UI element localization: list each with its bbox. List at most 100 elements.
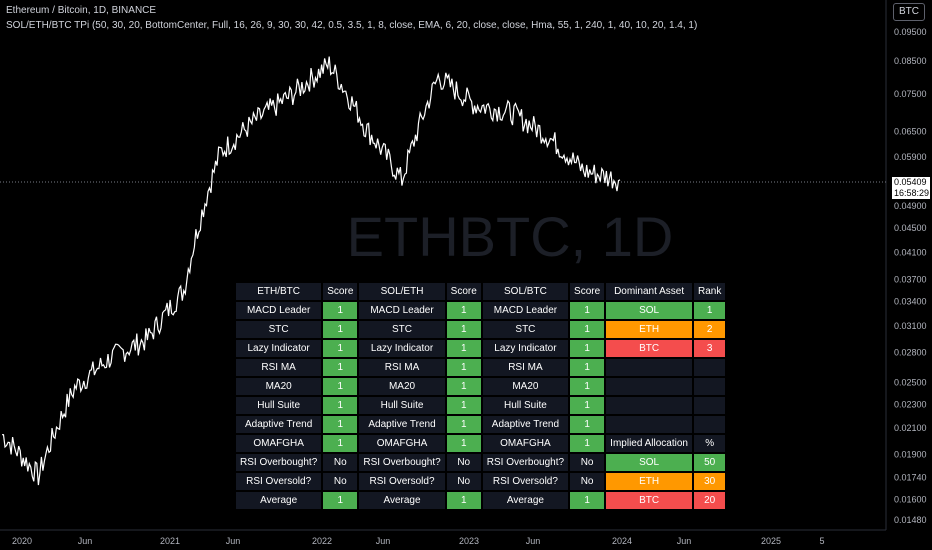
header-cell: SOL/BTC	[480, 281, 571, 302]
score-cell: 1	[444, 433, 483, 454]
rank-cell: 1	[691, 300, 728, 321]
score-cell: 1	[568, 357, 607, 378]
time-tick-label: Jun	[526, 536, 541, 546]
rank-cell	[691, 414, 728, 435]
rank-cell	[691, 395, 728, 416]
price-tick-label: 0.07500	[894, 89, 927, 99]
metric-label-cell: RSI Oversold?	[357, 471, 447, 492]
metric-label-cell: Hull Suite	[357, 395, 447, 416]
dominant-asset-cell	[604, 376, 694, 397]
header-cell: ETH/BTC	[233, 281, 324, 302]
score-cell: 1	[321, 319, 360, 340]
metric-label-cell: RSI Oversold?	[233, 471, 324, 492]
score-cell: 1	[321, 433, 360, 454]
header-cell: Score	[321, 281, 360, 302]
metric-label-cell: MACD Leader	[480, 300, 571, 321]
metric-label-cell: RSI Overbought?	[480, 452, 571, 473]
header-cell: Score	[444, 281, 483, 302]
score-cell: 1	[568, 395, 607, 416]
time-tick-label: Jun	[376, 536, 391, 546]
metric-label-cell: Adaptive Trend	[357, 414, 447, 435]
price-tick-label: 0.01600	[894, 495, 927, 505]
metric-label-cell: MA20	[357, 376, 447, 397]
metric-label-cell: Adaptive Trend	[480, 414, 571, 435]
score-cell: 1	[444, 376, 483, 397]
metric-label-cell: OMAFGHA	[233, 433, 324, 454]
metric-label-cell: Adaptive Trend	[233, 414, 324, 435]
price-tick-label: 0.06500	[894, 127, 927, 137]
metric-label-cell: RSI Overbought?	[233, 452, 324, 473]
score-cell: 1	[444, 490, 483, 511]
time-axis[interactable]: 2020 Jun 2021 Jun 2022 Jun 2023 Jun 2024 Jun 2025 5	[12, 536, 825, 546]
score-cell: 1	[568, 319, 607, 340]
symbol-title[interactable]: Ethereum / Bitcoin, 1D, BINANCE	[6, 5, 157, 16]
dominant-asset-cell: Implied Allocation	[604, 433, 694, 454]
table-row: Average 1 Average 1 Average 1 BTC 20	[233, 490, 728, 511]
table-row: RSI Oversold? No RSI Oversold? No RSI Overso…	[233, 471, 728, 492]
price-tick-label: 0.01740	[894, 473, 927, 483]
price-tick-label: 0.05900	[894, 152, 927, 162]
currency-button[interactable]: BTC	[893, 3, 925, 21]
table-row: MA20 1 MA20 1 MA20 1	[233, 376, 728, 397]
score-cell: 1	[444, 395, 483, 416]
rank-cell: 30	[691, 471, 728, 492]
metric-label-cell: OMAFGHA	[480, 433, 571, 454]
score-cell: No	[568, 471, 607, 492]
ethbtc-price-line	[2, 56, 621, 486]
score-cell: No	[444, 452, 483, 473]
score-cell: 1	[444, 414, 483, 435]
price-axis[interactable]: 0.09500 0.08500 0.07500 0.06500 0.05900 0.049…	[894, 27, 927, 525]
rank-cell: 50	[691, 452, 728, 473]
metric-label-cell: Hull Suite	[233, 395, 324, 416]
metric-label-cell: MACD Leader	[357, 300, 447, 321]
score-cell: 1	[321, 338, 360, 359]
price-tick-label: 0.03100	[894, 321, 927, 331]
price-tick-label: 0.02300	[894, 399, 927, 409]
dominant-asset-cell	[604, 357, 694, 378]
score-cell: No	[321, 471, 360, 492]
score-cell: 1	[444, 300, 483, 321]
metric-label-cell: RSI Oversold?	[480, 471, 571, 492]
score-cell: 1	[321, 300, 360, 321]
metric-label-cell: MA20	[480, 376, 571, 397]
price-tick-label: 0.02100	[894, 423, 927, 433]
metric-label-cell: Average	[480, 490, 571, 511]
table-row: Adaptive Trend 1 Adaptive Trend 1 Adaptive T…	[233, 414, 728, 435]
watermark: ETHBTC, 1D	[347, 205, 674, 268]
time-tick-label: 2021	[160, 536, 180, 546]
rank-cell	[691, 376, 728, 397]
time-tick-label: 2020	[12, 536, 32, 546]
dominant-asset-cell: BTC	[604, 490, 694, 511]
time-tick-label: 2023	[459, 536, 479, 546]
price-tick-label: 0.04100	[894, 248, 927, 258]
time-tick-label: 2024	[612, 536, 632, 546]
price-tick-label: 0.02500	[894, 377, 927, 387]
header-cell: Dominant Asset	[604, 281, 694, 302]
score-cell: 1	[321, 357, 360, 378]
rank-cell: 2	[691, 319, 728, 340]
dominant-asset-cell: BTC	[604, 338, 694, 359]
time-tick-label: Jun	[677, 536, 692, 546]
table-row: Lazy Indicator 1 Lazy Indicator 1 Lazy Indic…	[233, 338, 728, 359]
score-cell: No	[568, 452, 607, 473]
table-row: OMAFGHA 1 OMAFGHA 1 OMAFGHA 1 Implied Allocati…	[233, 433, 728, 454]
metric-label-cell: Average	[357, 490, 447, 511]
metric-label-cell: STC	[233, 319, 324, 340]
table-row: STC 1 STC 1 STC 1 ETH 2	[233, 319, 728, 340]
price-tick-label: 0.02800	[894, 348, 927, 358]
table-row: MACD Leader 1 MACD Leader 1 MACD Leader 1 SOL 1	[233, 300, 728, 321]
metric-label-cell: RSI MA	[357, 357, 447, 378]
table-row: Hull Suite 1 Hull Suite 1 Hull Suite 1	[233, 395, 728, 416]
dominant-asset-cell: ETH	[604, 471, 694, 492]
metric-label-cell: MA20	[233, 376, 324, 397]
time-tick-label: 2022	[312, 536, 332, 546]
metric-label-cell: Lazy Indicator	[480, 338, 571, 359]
rank-cell	[691, 357, 728, 378]
metric-label-cell: RSI MA	[480, 357, 571, 378]
score-cell: 1	[444, 338, 483, 359]
dominant-asset-cell	[604, 414, 694, 435]
dominant-asset-cell: SOL	[604, 300, 694, 321]
indicator-title[interactable]: SOL/ETH/BTC TPi (50, 30, 20, BottomCente…	[6, 20, 698, 31]
time-tick-label: Jun	[226, 536, 241, 546]
